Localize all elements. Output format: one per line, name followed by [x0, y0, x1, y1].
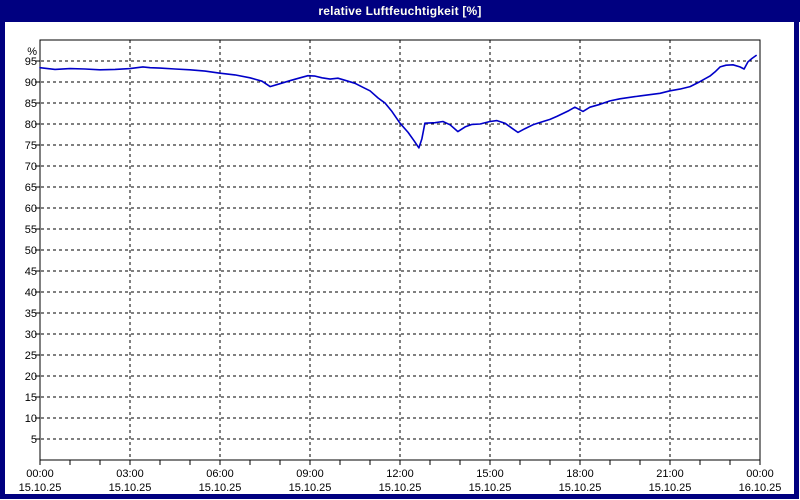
svg-text:06:00: 06:00 [206, 468, 234, 480]
svg-text:70: 70 [25, 161, 37, 173]
svg-text:15: 15 [25, 392, 37, 404]
svg-text:35: 35 [25, 308, 37, 320]
svg-text:10: 10 [25, 413, 37, 425]
svg-text:00:00: 00:00 [746, 468, 774, 480]
svg-text:20: 20 [25, 371, 37, 383]
svg-text:5: 5 [31, 434, 37, 446]
svg-text:15.10.25: 15.10.25 [289, 482, 332, 494]
x-axis-date-labels: 15.10.25 15.10.25 15.10.25 15.10.25 15.10.25… [19, 482, 782, 494]
chart-title-bar[interactable]: relative Luftfeuchtigkeit [%] [0, 0, 800, 22]
svg-text:15.10.25: 15.10.25 [559, 482, 602, 494]
svg-text:12:00: 12:00 [386, 468, 414, 480]
svg-text:95: 95 [25, 56, 37, 68]
humidity-series-line [39, 54, 757, 149]
x-axis-ticks [39, 460, 761, 465]
svg-text:21:00: 21:00 [656, 468, 684, 480]
svg-text:75: 75 [25, 140, 37, 152]
svg-text:00:00: 00:00 [26, 468, 54, 480]
x-gridlines [129, 40, 671, 460]
y-axis-labels: 5 10 15 20 25 30 35 40 45 50 55 60 65 70 75 80 85 90 95 [25, 56, 37, 446]
svg-text:85: 85 [25, 98, 37, 110]
svg-text:50: 50 [25, 245, 37, 257]
svg-text:55: 55 [25, 224, 37, 236]
y-axis-ticks [35, 60, 40, 440]
svg-text:15.10.25: 15.10.25 [649, 482, 692, 494]
svg-text:03:00: 03:00 [116, 468, 144, 480]
svg-text:15.10.25: 15.10.25 [199, 482, 242, 494]
svg-text:15.10.25: 15.10.25 [469, 482, 512, 494]
x-axis-time-labels: 00:00 03:00 06:00 09:00 12:00 15:00 18:00 21:00… [26, 468, 774, 480]
svg-text:60: 60 [25, 203, 37, 215]
svg-text:45: 45 [25, 266, 37, 278]
svg-text:25: 25 [25, 350, 37, 362]
svg-text:15.10.25: 15.10.25 [379, 482, 422, 494]
svg-text:40: 40 [25, 287, 37, 299]
svg-text:15.10.25: 15.10.25 [19, 482, 62, 494]
svg-text:15.10.25: 15.10.25 [109, 482, 152, 494]
svg-text:16.10.25: 16.10.25 [739, 482, 782, 494]
svg-text:90: 90 [25, 77, 37, 89]
chart-title: relative Luftfeuchtigkeit [%] [318, 4, 482, 18]
svg-text:18:00: 18:00 [566, 468, 594, 480]
svg-text:15:00: 15:00 [476, 468, 504, 480]
svg-text:30: 30 [25, 329, 37, 341]
y-axis-unit-label: % [27, 46, 37, 58]
svg-text:80: 80 [25, 119, 37, 131]
svg-text:65: 65 [25, 182, 37, 194]
svg-text:09:00: 09:00 [296, 468, 324, 480]
